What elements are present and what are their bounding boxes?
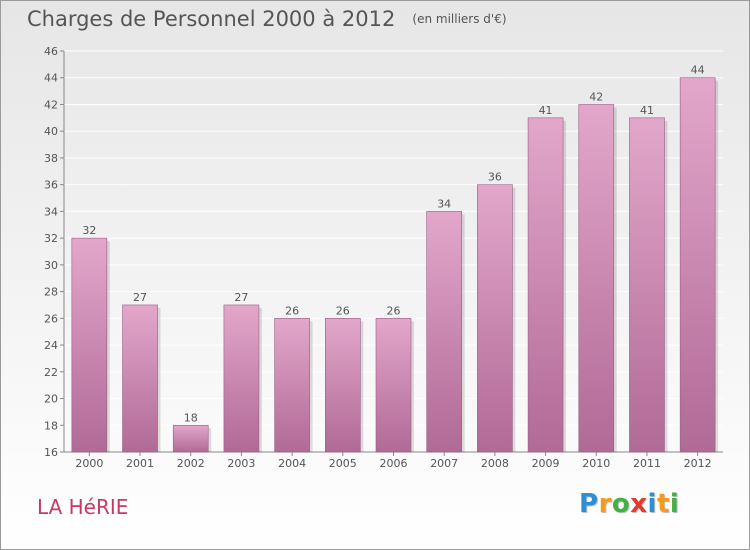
- value-label: 26: [285, 304, 299, 317]
- bar: [426, 211, 462, 453]
- x-tick-label: 2000: [75, 457, 103, 470]
- value-label: 42: [589, 90, 603, 103]
- value-label: 34: [437, 197, 451, 210]
- y-tick-label: 22: [44, 366, 58, 379]
- y-tick-label: 26: [44, 312, 58, 325]
- value-label: 36: [488, 171, 502, 184]
- bar: [375, 318, 412, 453]
- y-tick-label: 42: [44, 98, 58, 111]
- value-label: 26: [336, 304, 350, 317]
- y-tick-label: 32: [44, 232, 58, 245]
- y-tick-label: 44: [44, 72, 58, 85]
- bar: [527, 117, 564, 453]
- logo-letter: P: [579, 489, 599, 519]
- bar: [71, 237, 108, 453]
- y-tick-label: 34: [44, 205, 58, 218]
- x-tick-label: 2004: [278, 457, 306, 470]
- value-label: 41: [640, 104, 654, 117]
- x-tick-label: 2002: [177, 457, 205, 470]
- value-label: 44: [691, 64, 705, 77]
- y-tick-label: 36: [44, 179, 58, 192]
- y-tick-label: 46: [44, 45, 58, 58]
- value-label: 26: [387, 304, 401, 317]
- bar: [629, 117, 665, 453]
- bar: [679, 77, 716, 453]
- value-label: 27: [133, 291, 147, 304]
- y-tick-label: 38: [44, 152, 58, 165]
- x-tick-label: 2010: [582, 457, 610, 470]
- x-tick-label: 2011: [633, 457, 661, 470]
- bar: [274, 318, 310, 453]
- x-tick-label: 2007: [430, 457, 458, 470]
- y-tick-label: 28: [44, 286, 58, 299]
- bar: [223, 304, 260, 453]
- logo-letter: o: [611, 489, 631, 519]
- y-tick-label: 24: [44, 339, 58, 352]
- logo-letter: i: [647, 489, 657, 519]
- x-tick-label: 2008: [481, 457, 509, 470]
- x-tick-label: 2001: [126, 457, 154, 470]
- bar: [122, 304, 158, 453]
- bar: [325, 318, 361, 453]
- bar: [578, 104, 615, 453]
- proxiti-logo: Proxiti: [579, 489, 679, 519]
- title-block: Charges de Personnel 2000 à 2012 (en mil…: [27, 7, 507, 31]
- bar: [477, 184, 513, 453]
- x-tick-label: 2005: [329, 457, 357, 470]
- x-tick-label: 2012: [684, 457, 712, 470]
- bars: [71, 77, 719, 453]
- value-label: 32: [82, 224, 96, 237]
- y-tick-label: 40: [44, 125, 58, 138]
- logo-letter: r: [598, 489, 612, 519]
- logo-letter: t: [656, 489, 670, 519]
- x-tick-label: 2003: [227, 457, 255, 470]
- value-label: 27: [234, 291, 248, 304]
- logo-letter: i: [669, 489, 680, 519]
- logo-letter: x: [630, 489, 648, 519]
- x-tick-label: 2009: [532, 457, 560, 470]
- y-tick-label: 20: [44, 393, 58, 406]
- chart-subtitle: (en milliers d'€): [412, 12, 507, 26]
- labels: 32 2000 27 2001 18 2002 27 2003 26 2004 26 2005 26 20…: [75, 64, 711, 470]
- bar: [172, 424, 209, 453]
- x-tick-label: 2006: [380, 457, 408, 470]
- value-label: 41: [539, 104, 553, 117]
- commune-name: LA HéRIE: [37, 495, 129, 519]
- value-label: 18: [184, 411, 198, 424]
- y-tick-label: 16: [44, 446, 58, 459]
- y-tick-label: 30: [44, 259, 58, 272]
- chart-title: Charges de Personnel 2000 à 2012: [27, 7, 396, 31]
- y-tick-label: 18: [44, 419, 58, 432]
